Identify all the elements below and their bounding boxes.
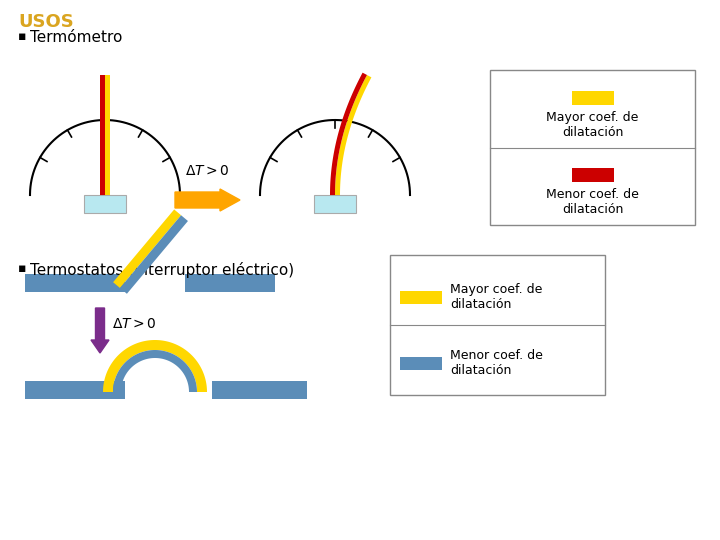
Polygon shape xyxy=(105,75,110,195)
Polygon shape xyxy=(212,381,307,399)
FancyArrow shape xyxy=(91,308,109,353)
Polygon shape xyxy=(113,210,181,288)
FancyArrow shape xyxy=(175,189,240,211)
Polygon shape xyxy=(25,381,125,399)
Text: $\Delta T > 0$: $\Delta T > 0$ xyxy=(112,317,157,331)
Polygon shape xyxy=(113,350,197,392)
Polygon shape xyxy=(400,291,442,304)
Polygon shape xyxy=(335,75,372,195)
Text: ▪: ▪ xyxy=(18,30,27,43)
Polygon shape xyxy=(572,168,613,183)
Text: Mayor coef. de
dilatación: Mayor coef. de dilatación xyxy=(450,283,542,311)
Text: Termómetro: Termómetro xyxy=(30,30,122,45)
Polygon shape xyxy=(100,75,105,195)
Polygon shape xyxy=(103,340,207,392)
Text: Menor coef. de
dilatación: Menor coef. de dilatación xyxy=(450,349,543,377)
Text: Mayor coef. de
dilatación: Mayor coef. de dilatación xyxy=(546,111,639,139)
Polygon shape xyxy=(314,195,356,213)
Text: USOS: USOS xyxy=(18,13,73,31)
Polygon shape xyxy=(330,73,367,195)
Polygon shape xyxy=(25,274,125,292)
Polygon shape xyxy=(84,195,126,213)
Polygon shape xyxy=(400,357,442,370)
Polygon shape xyxy=(572,91,613,105)
Text: Menor coef. de
dilatación: Menor coef. de dilatación xyxy=(546,188,639,216)
Polygon shape xyxy=(185,274,275,292)
Text: $\Delta T > 0$: $\Delta T > 0$ xyxy=(185,164,230,178)
Polygon shape xyxy=(490,70,695,225)
Text: ▪: ▪ xyxy=(18,262,27,275)
Polygon shape xyxy=(120,215,188,294)
Text: Termostatos (interruptor eléctrico): Termostatos (interruptor eléctrico) xyxy=(30,262,294,278)
Polygon shape xyxy=(390,255,605,395)
